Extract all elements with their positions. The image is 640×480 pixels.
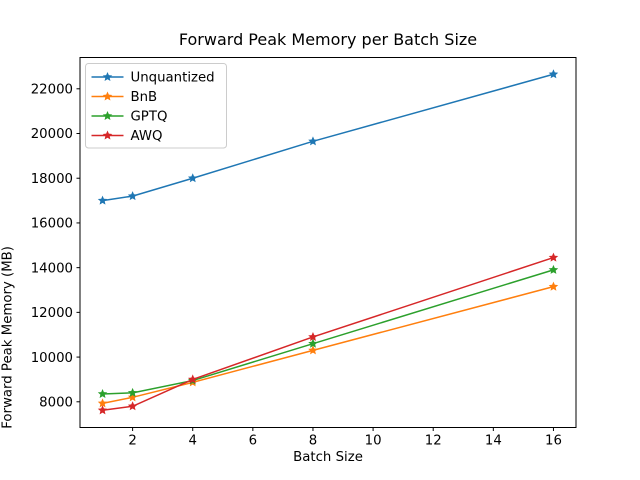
star-marker-icon: [97, 195, 108, 205]
x-tick-label: 10: [365, 434, 382, 449]
y-tick-label: 16000: [31, 217, 73, 232]
star-marker-icon: [127, 387, 138, 397]
legend-entry-bnb: BnB: [91, 90, 158, 105]
y-tick-label: 12000: [31, 306, 73, 321]
star-marker-icon: [548, 264, 559, 274]
y-axis-label-text: Forward Peak Memory (MB): [0, 246, 15, 429]
legend-star-marker-icon: [102, 111, 113, 121]
x-tick-label: 4: [188, 434, 196, 449]
legend-star-marker-icon: [102, 130, 113, 140]
x-tick-label: 8: [309, 434, 317, 449]
legend: Unquantized BnB GPTQ AWQ: [85, 63, 227, 149]
legend-star-marker-icon: [102, 91, 113, 101]
x-tick-label: 16: [545, 434, 562, 449]
legend-entry-gptq: GPTQ: [91, 110, 168, 125]
star-marker-icon: [308, 338, 318, 348]
legend-star-marker-icon: [102, 72, 113, 82]
star-marker-icon: [187, 374, 198, 384]
star-marker-icon: [548, 281, 559, 291]
y-tick-label: 10000: [31, 351, 73, 366]
y-tick-label: 18000: [31, 172, 73, 187]
x-tick-label: 12: [425, 434, 442, 449]
star-marker-icon: [308, 136, 318, 146]
x-tick-label: 14: [485, 434, 502, 449]
legend-label: AWQ: [131, 129, 163, 144]
star-marker-icon: [308, 331, 318, 341]
y-tick-label: 22000: [31, 82, 73, 97]
star-marker-icon: [127, 401, 138, 411]
star-marker-icon: [97, 405, 108, 415]
series-awq: [97, 252, 559, 415]
x-tick-label: 6: [249, 434, 257, 449]
legend-label: BnB: [131, 90, 158, 105]
y-tick-label: 8000: [39, 395, 73, 410]
chart-title: Forward Peak Memory per Batch Size: [178, 30, 478, 49]
star-marker-icon: [97, 398, 108, 408]
star-marker-icon: [548, 69, 559, 79]
star-marker-icon: [97, 388, 108, 399]
star-marker-icon: [308, 345, 318, 355]
star-marker-icon: [187, 173, 198, 183]
y-tick-label: 14000: [31, 261, 73, 276]
legend-label: Unquantized: [131, 71, 215, 86]
star-marker-icon: [127, 392, 138, 402]
star-marker-icon: [548, 252, 559, 262]
legend-box: [85, 63, 227, 149]
x-axis-label: Batch Size: [293, 450, 363, 465]
legend-entry-awq: AWQ: [91, 129, 163, 144]
legend-entry-unquantized: Unquantized: [91, 71, 215, 86]
series-unquantized: [97, 69, 559, 205]
legend-label: GPTQ: [131, 110, 168, 125]
star-marker-icon: [127, 191, 138, 201]
y-tick-label: 20000: [31, 127, 73, 142]
x-tick-label: 2: [128, 434, 136, 449]
